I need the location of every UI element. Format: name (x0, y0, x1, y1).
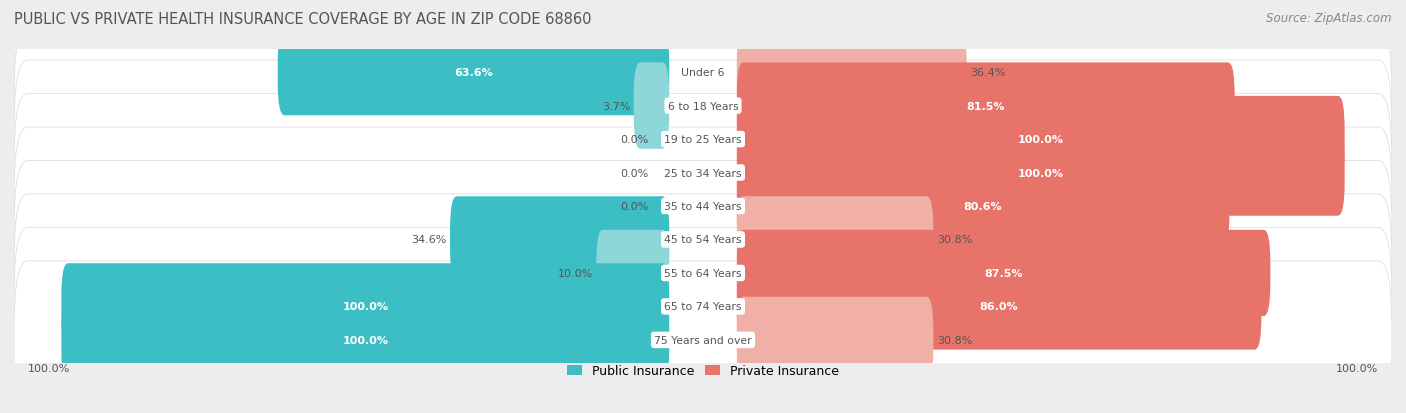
FancyBboxPatch shape (278, 30, 669, 116)
FancyBboxPatch shape (62, 263, 669, 350)
FancyBboxPatch shape (737, 197, 934, 283)
Text: 65 to 74 Years: 65 to 74 Years (664, 301, 742, 312)
Text: 36.4%: 36.4% (970, 68, 1005, 78)
Text: 3.7%: 3.7% (602, 101, 630, 112)
FancyBboxPatch shape (737, 130, 1344, 216)
Text: 0.0%: 0.0% (620, 202, 650, 211)
Legend: Public Insurance, Private Insurance: Public Insurance, Private Insurance (562, 359, 844, 382)
FancyBboxPatch shape (14, 128, 1392, 285)
Text: 34.6%: 34.6% (412, 235, 447, 245)
FancyBboxPatch shape (737, 230, 1271, 316)
FancyBboxPatch shape (14, 261, 1392, 413)
Text: 87.5%: 87.5% (984, 268, 1022, 278)
FancyBboxPatch shape (737, 164, 1229, 249)
FancyBboxPatch shape (737, 97, 1344, 183)
Text: 100.0%: 100.0% (1336, 363, 1378, 373)
Text: 100.0%: 100.0% (28, 363, 70, 373)
FancyBboxPatch shape (737, 297, 934, 383)
FancyBboxPatch shape (737, 263, 1261, 350)
Text: 25 to 34 Years: 25 to 34 Years (664, 168, 742, 178)
Text: 100.0%: 100.0% (1018, 168, 1064, 178)
Text: 75 Years and over: 75 Years and over (654, 335, 752, 345)
FancyBboxPatch shape (737, 30, 967, 116)
Text: 100.0%: 100.0% (342, 301, 388, 312)
Text: 0.0%: 0.0% (620, 168, 650, 178)
FancyBboxPatch shape (14, 61, 1392, 218)
Text: 30.8%: 30.8% (936, 335, 972, 345)
Text: 10.0%: 10.0% (558, 268, 593, 278)
FancyBboxPatch shape (14, 94, 1392, 252)
FancyBboxPatch shape (62, 297, 669, 383)
FancyBboxPatch shape (14, 28, 1392, 185)
Text: Source: ZipAtlas.com: Source: ZipAtlas.com (1267, 12, 1392, 25)
Text: 0.0%: 0.0% (620, 135, 650, 145)
Text: 45 to 54 Years: 45 to 54 Years (664, 235, 742, 245)
Text: 35 to 44 Years: 35 to 44 Years (664, 202, 742, 211)
Text: 63.6%: 63.6% (454, 68, 494, 78)
Text: 86.0%: 86.0% (980, 301, 1018, 312)
Text: 6 to 18 Years: 6 to 18 Years (668, 101, 738, 112)
FancyBboxPatch shape (596, 230, 669, 316)
Text: 81.5%: 81.5% (966, 101, 1005, 112)
FancyBboxPatch shape (14, 0, 1392, 152)
FancyBboxPatch shape (450, 197, 669, 283)
Text: 100.0%: 100.0% (342, 335, 388, 345)
FancyBboxPatch shape (14, 195, 1392, 352)
Text: 30.8%: 30.8% (936, 235, 972, 245)
FancyBboxPatch shape (14, 161, 1392, 319)
Text: PUBLIC VS PRIVATE HEALTH INSURANCE COVERAGE BY AGE IN ZIP CODE 68860: PUBLIC VS PRIVATE HEALTH INSURANCE COVER… (14, 12, 592, 27)
Text: 55 to 64 Years: 55 to 64 Years (664, 268, 742, 278)
Text: Under 6: Under 6 (682, 68, 724, 78)
Text: 19 to 25 Years: 19 to 25 Years (664, 135, 742, 145)
Text: 80.6%: 80.6% (963, 202, 1002, 211)
FancyBboxPatch shape (14, 228, 1392, 385)
Text: 100.0%: 100.0% (1018, 135, 1064, 145)
FancyBboxPatch shape (737, 63, 1234, 150)
FancyBboxPatch shape (634, 63, 669, 150)
